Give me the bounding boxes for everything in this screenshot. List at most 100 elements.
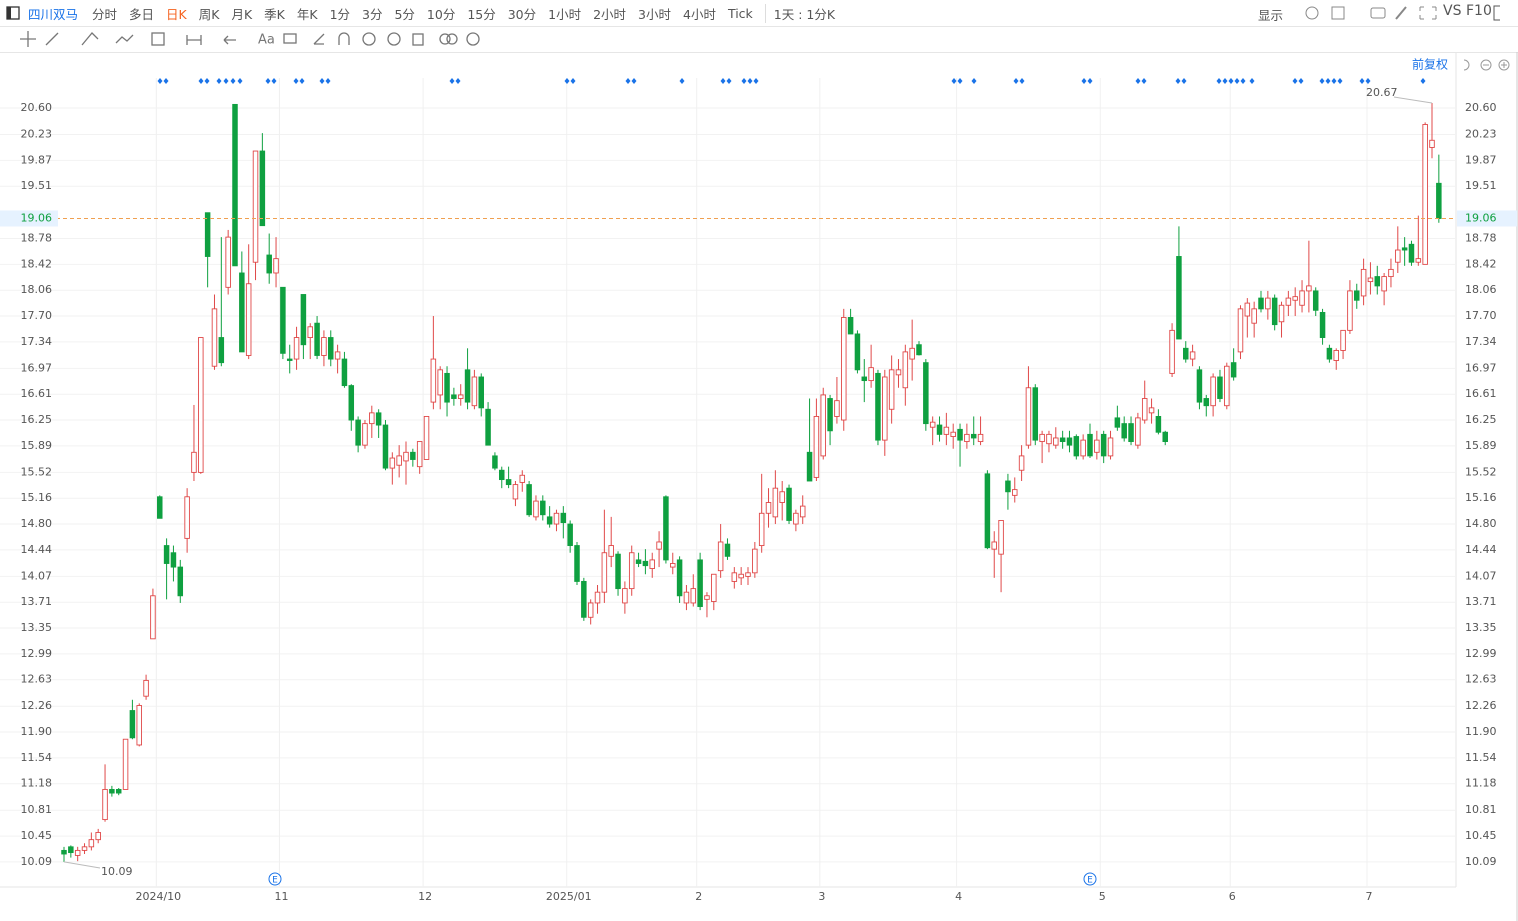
candle-body xyxy=(765,502,772,514)
period[interactable]: 多日 xyxy=(129,6,155,22)
candle-body xyxy=(813,415,820,478)
candle-body xyxy=(683,591,690,604)
candle-body xyxy=(211,308,218,367)
y2-tick-label: 13.35 xyxy=(1465,621,1497,634)
y-tick-label: 16.97 xyxy=(21,361,53,374)
event-dot xyxy=(1013,78,1019,84)
candle-body xyxy=(601,552,608,593)
y-tick-label: 10.81 xyxy=(21,803,53,816)
event-marker xyxy=(1083,872,1097,886)
candle-body xyxy=(1046,433,1052,445)
candle-body xyxy=(396,455,402,466)
period[interactable]: 10分 xyxy=(426,6,456,22)
period[interactable]: 15分 xyxy=(467,6,496,22)
event-dot xyxy=(951,78,957,84)
display-menu[interactable]: 显示 xyxy=(1258,8,1284,23)
compare-button[interactable]: VS xyxy=(1443,3,1462,19)
candle-body xyxy=(68,846,74,854)
candle-body xyxy=(799,505,806,518)
candle-body xyxy=(1388,268,1394,278)
candle-body xyxy=(902,351,909,389)
candle-body xyxy=(184,496,190,539)
candle-body xyxy=(204,212,211,257)
candle-body xyxy=(1306,285,1312,292)
candle-body xyxy=(608,545,614,557)
layout-icon[interactable] xyxy=(6,6,20,20)
y-tick-label: 13.71 xyxy=(21,595,53,608)
y2-tick-label: 16.97 xyxy=(1465,361,1497,374)
period[interactable]: 2小时 xyxy=(593,6,627,22)
candle-body xyxy=(581,580,587,618)
candle-body xyxy=(1196,369,1203,403)
period[interactable]: 日K xyxy=(166,6,187,22)
candle-body xyxy=(642,560,649,567)
candle-body xyxy=(177,566,184,597)
event-marker xyxy=(268,872,282,886)
candle-body xyxy=(635,559,642,564)
candle-body xyxy=(936,424,943,435)
event-dot xyxy=(1359,78,1365,84)
candle-body xyxy=(430,358,437,403)
candle-body xyxy=(245,283,252,356)
candle-body xyxy=(328,337,334,360)
high-label: 20.67 xyxy=(1366,86,1398,99)
candle-body xyxy=(403,451,409,462)
event-dot xyxy=(455,78,461,84)
candle-body xyxy=(499,469,505,481)
f10-button[interactable]: F10 xyxy=(1466,3,1492,19)
period[interactable]: Tick xyxy=(727,5,753,21)
candle-body xyxy=(410,451,416,460)
candle-body xyxy=(314,322,320,356)
x-tick-label: 4 xyxy=(955,890,962,903)
event-label: E xyxy=(272,876,278,886)
text-tool[interactable]: Aa xyxy=(258,33,275,48)
period[interactable]: 年K xyxy=(296,6,318,22)
event-dot xyxy=(720,78,726,84)
candle-body xyxy=(191,451,197,473)
event-dot xyxy=(230,78,236,84)
candle-body xyxy=(1319,311,1326,338)
candle-body xyxy=(1271,297,1278,326)
adjust-mode[interactable]: 前复权 xyxy=(1412,57,1448,72)
period[interactable]: 5分 xyxy=(394,6,415,22)
symbol[interactable]: 四川双马 xyxy=(28,6,79,22)
event-dot xyxy=(1325,78,1331,84)
candle-body xyxy=(300,294,307,346)
period[interactable]: 30分 xyxy=(507,6,537,22)
period[interactable]: 4小时 xyxy=(683,6,716,22)
event-dot xyxy=(747,78,753,84)
candle-body xyxy=(895,369,902,376)
y2-tick-label: 19.87 xyxy=(1465,153,1497,166)
period[interactable]: 3小时 xyxy=(638,6,671,22)
candle-body xyxy=(239,272,245,353)
low-label: 10.09 xyxy=(101,865,133,878)
period[interactable]: 1分 xyxy=(329,6,351,22)
period[interactable]: 1小时 xyxy=(548,6,582,22)
period[interactable]: 月K xyxy=(231,6,253,22)
event-dot xyxy=(1249,78,1255,84)
y2-tick-label: 10.81 xyxy=(1465,803,1497,816)
period[interactable]: 季K xyxy=(264,6,285,22)
candle-body xyxy=(1333,350,1339,361)
period[interactable]: 分时 xyxy=(92,6,118,22)
event-dot xyxy=(1228,78,1234,84)
x-tick-label: 3 xyxy=(818,890,825,903)
event-dot xyxy=(1181,78,1187,84)
candle-body xyxy=(663,496,669,561)
y2-tick-label: 13.71 xyxy=(1465,595,1497,608)
period[interactable]: 周K xyxy=(198,6,220,22)
y-tick-label: 13.35 xyxy=(21,621,53,634)
zoom-icons xyxy=(1463,59,1510,71)
candle-body xyxy=(1224,365,1230,407)
y2-tick-label: 18.06 xyxy=(1465,283,1497,296)
candle-body xyxy=(1094,439,1100,453)
candle-body xyxy=(615,553,621,590)
range-select[interactable]: 1天 : 1分K xyxy=(764,3,835,23)
candle-body xyxy=(1422,124,1428,265)
period[interactable]: 3分 xyxy=(362,6,383,22)
event-dot xyxy=(319,78,325,84)
candle-body xyxy=(717,541,724,572)
price-label: 19.06 xyxy=(21,211,53,224)
candle-body xyxy=(1244,302,1251,317)
candle-body xyxy=(61,849,67,855)
